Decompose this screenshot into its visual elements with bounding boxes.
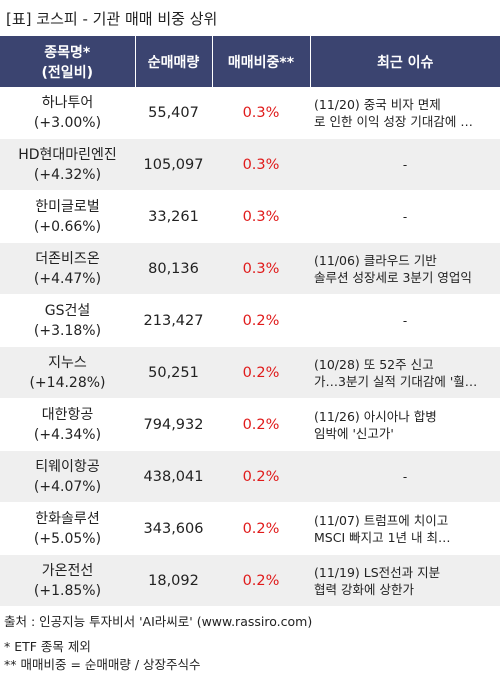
header-trade-ratio: 매매비중** [212, 36, 311, 87]
stock-name-cell: 한미글로벌 (+0.66%) [0, 190, 135, 243]
net-volume: 105,097 [135, 138, 212, 191]
footnote-ratio: ** 매매비중 = 순매매량 / 상장주식수 [4, 657, 201, 672]
stock-name-cell: 하나투어 (+3.00%) [0, 87, 135, 139]
issue-line-2: 임박에 '신고가' [314, 425, 394, 441]
stock-name: 대한항공 [41, 406, 94, 423]
stock-name: 한미글로벌 [35, 198, 100, 215]
stock-name: 더존비즈온 [35, 250, 100, 267]
table-row: 가온전선 (+1.85%) 18,092 0.2% (11/19) LS전선과 지분 협력… [0, 554, 500, 607]
trade-ratio: 0.2% [212, 450, 310, 503]
stock-name-cell: 티웨이항공 (+4.07%) [0, 450, 135, 503]
stock-change: (+14.28%) [29, 374, 106, 391]
table-row: GS건설 (+3.18%) 213,427 0.2% - [0, 294, 500, 347]
table-row: HD현대마린엔진 (+4.32%) 105,097 0.3% - [0, 138, 500, 191]
stock-name: 지누스 [48, 354, 87, 371]
table-row: 한화솔루션 (+5.05%) 343,606 0.2% (11/07) 트럼프에 치이고… [0, 502, 500, 555]
net-volume: 794,932 [135, 398, 212, 451]
stock-change: (+1.85%) [33, 582, 102, 599]
stock-name: HD현대마린엔진 [18, 146, 117, 163]
issue-line-2: 협력 강화에 상한가 [314, 581, 414, 597]
issue-line-1: (11/06) 클라우드 기반 [314, 252, 437, 268]
stock-name-cell: 가온전선 (+1.85%) [0, 554, 135, 607]
trade-ratio: 0.2% [212, 294, 310, 347]
net-volume: 438,041 [135, 450, 212, 503]
table-row: 한미글로벌 (+0.66%) 33,261 0.3% - [0, 190, 500, 243]
stock-name: 티웨이항공 [35, 458, 100, 475]
table-row: 티웨이항공 (+4.07%) 438,041 0.2% - [0, 450, 500, 503]
stock-change: (+4.34%) [33, 426, 102, 443]
issue-line-1: (10/28) 또 52주 신고 [314, 356, 434, 372]
issue-line-1: (11/26) 아시아나 합병 [314, 408, 437, 424]
stock-name-cell: HD현대마린엔진 (+4.32%) [0, 138, 135, 191]
trade-ratio: 0.3% [212, 87, 310, 139]
issue-line-2: 솔루션 성장세로 3분기 영업익 [314, 269, 472, 285]
recent-issue: (11/20) 중국 비자 면제 로 인한 이익 성장 기대감에 … [310, 87, 500, 139]
net-volume: 80,136 [135, 242, 212, 295]
source-note: 출처 : 인공지능 투자비서 'AI라씨로' (www.rassiro.com) [4, 614, 313, 629]
trade-ratio: 0.3% [212, 190, 310, 243]
table-row: 하나투어 (+3.00%) 55,407 0.3% (11/20) 중국 비자 면제 로 … [0, 87, 500, 139]
stock-change: (+3.00%) [33, 114, 102, 131]
net-volume: 213,427 [135, 294, 212, 347]
stock-change: (+4.47%) [33, 270, 102, 287]
recent-issue: (11/07) 트럼프에 치이고 MSCI 빠지고 1년 내 최… [310, 502, 500, 555]
trade-ratio: 0.2% [212, 398, 310, 451]
recent-issue: - [310, 138, 500, 191]
issue-line-2: 가…3분기 실적 기대감에 '훨… [314, 373, 478, 389]
issue-line-2: MSCI 빠지고 1년 내 최… [314, 529, 451, 545]
stock-name-cell: 대한항공 (+4.34%) [0, 398, 135, 451]
footnote-etf: * ETF 종목 제외 [4, 639, 91, 654]
recent-issue: (11/19) LS전선과 지분 협력 강화에 상한가 [310, 554, 500, 607]
recent-issue: - [310, 294, 500, 347]
issue-line-2: 로 인한 이익 성장 기대감에 … [314, 113, 473, 129]
net-volume: 343,606 [135, 502, 212, 555]
recent-issue: - [310, 450, 500, 503]
net-volume: 55,407 [135, 87, 212, 139]
recent-issue: (11/06) 클라우드 기반 솔루션 성장세로 3분기 영업익 [310, 242, 500, 295]
stock-change: (+5.05%) [33, 530, 102, 547]
recent-issue: (11/26) 아시아나 합병 임박에 '신고가' [310, 398, 500, 451]
header-recent-issue: 최근 이슈 [310, 36, 500, 87]
recent-issue: - [310, 190, 500, 243]
trade-ratio: 0.3% [212, 242, 310, 295]
stock-name-cell: 더존비즈온 (+4.47%) [0, 242, 135, 295]
trade-ratio: 0.2% [212, 554, 310, 607]
stock-name: 하나투어 [41, 94, 94, 111]
trading-ratio-table: 종목명* (전일비) 순매매량 매매비중** 최근 이슈 하나투어 (+3.00%… [0, 36, 500, 607]
table-row: 더존비즈온 (+4.47%) 80,136 0.3% (11/06) 클라우드 기반 솔루… [0, 242, 500, 295]
trade-ratio: 0.3% [212, 138, 310, 191]
header-stock-name: 종목명* (전일비) [0, 36, 136, 87]
stock-name-cell: GS건설 (+3.18%) [0, 294, 135, 347]
stock-name: 가온전선 [41, 562, 94, 579]
stock-change: (+4.32%) [33, 166, 102, 183]
table-row: 대한항공 (+4.34%) 794,932 0.2% (11/26) 아시아나 합병 임박… [0, 398, 500, 451]
net-volume: 18,092 [135, 554, 212, 607]
stock-change: (+3.18%) [33, 322, 102, 339]
stock-change: (+4.07%) [33, 478, 102, 495]
trade-ratio: 0.2% [212, 346, 310, 399]
stock-change: (+0.66%) [33, 218, 102, 235]
table-row: 지누스 (+14.28%) 50,251 0.2% (10/28) 또 52주 신고 가…… [0, 346, 500, 399]
net-volume: 33,261 [135, 190, 212, 243]
issue-line-1: (11/19) LS전선과 지분 [314, 564, 441, 580]
issue-line-1: (11/20) 중국 비자 면제 [314, 96, 441, 112]
trade-ratio: 0.2% [212, 502, 310, 555]
stock-name: 한화솔루션 [35, 510, 100, 527]
recent-issue: (10/28) 또 52주 신고 가…3분기 실적 기대감에 '훨… [310, 346, 500, 399]
header-net-volume: 순매매량 [135, 36, 213, 87]
issue-line-1: (11/07) 트럼프에 치이고 [314, 512, 449, 528]
stock-name: GS건설 [44, 302, 91, 319]
table-title: [표] 코스피 - 기관 매매 비중 상위 [6, 10, 218, 28]
net-volume: 50,251 [135, 346, 212, 399]
stock-name-cell: 한화솔루션 (+5.05%) [0, 502, 135, 555]
table-header-row: 종목명* (전일비) 순매매량 매매비중** 최근 이슈 [0, 36, 500, 87]
stock-name-cell: 지누스 (+14.28%) [0, 346, 135, 399]
